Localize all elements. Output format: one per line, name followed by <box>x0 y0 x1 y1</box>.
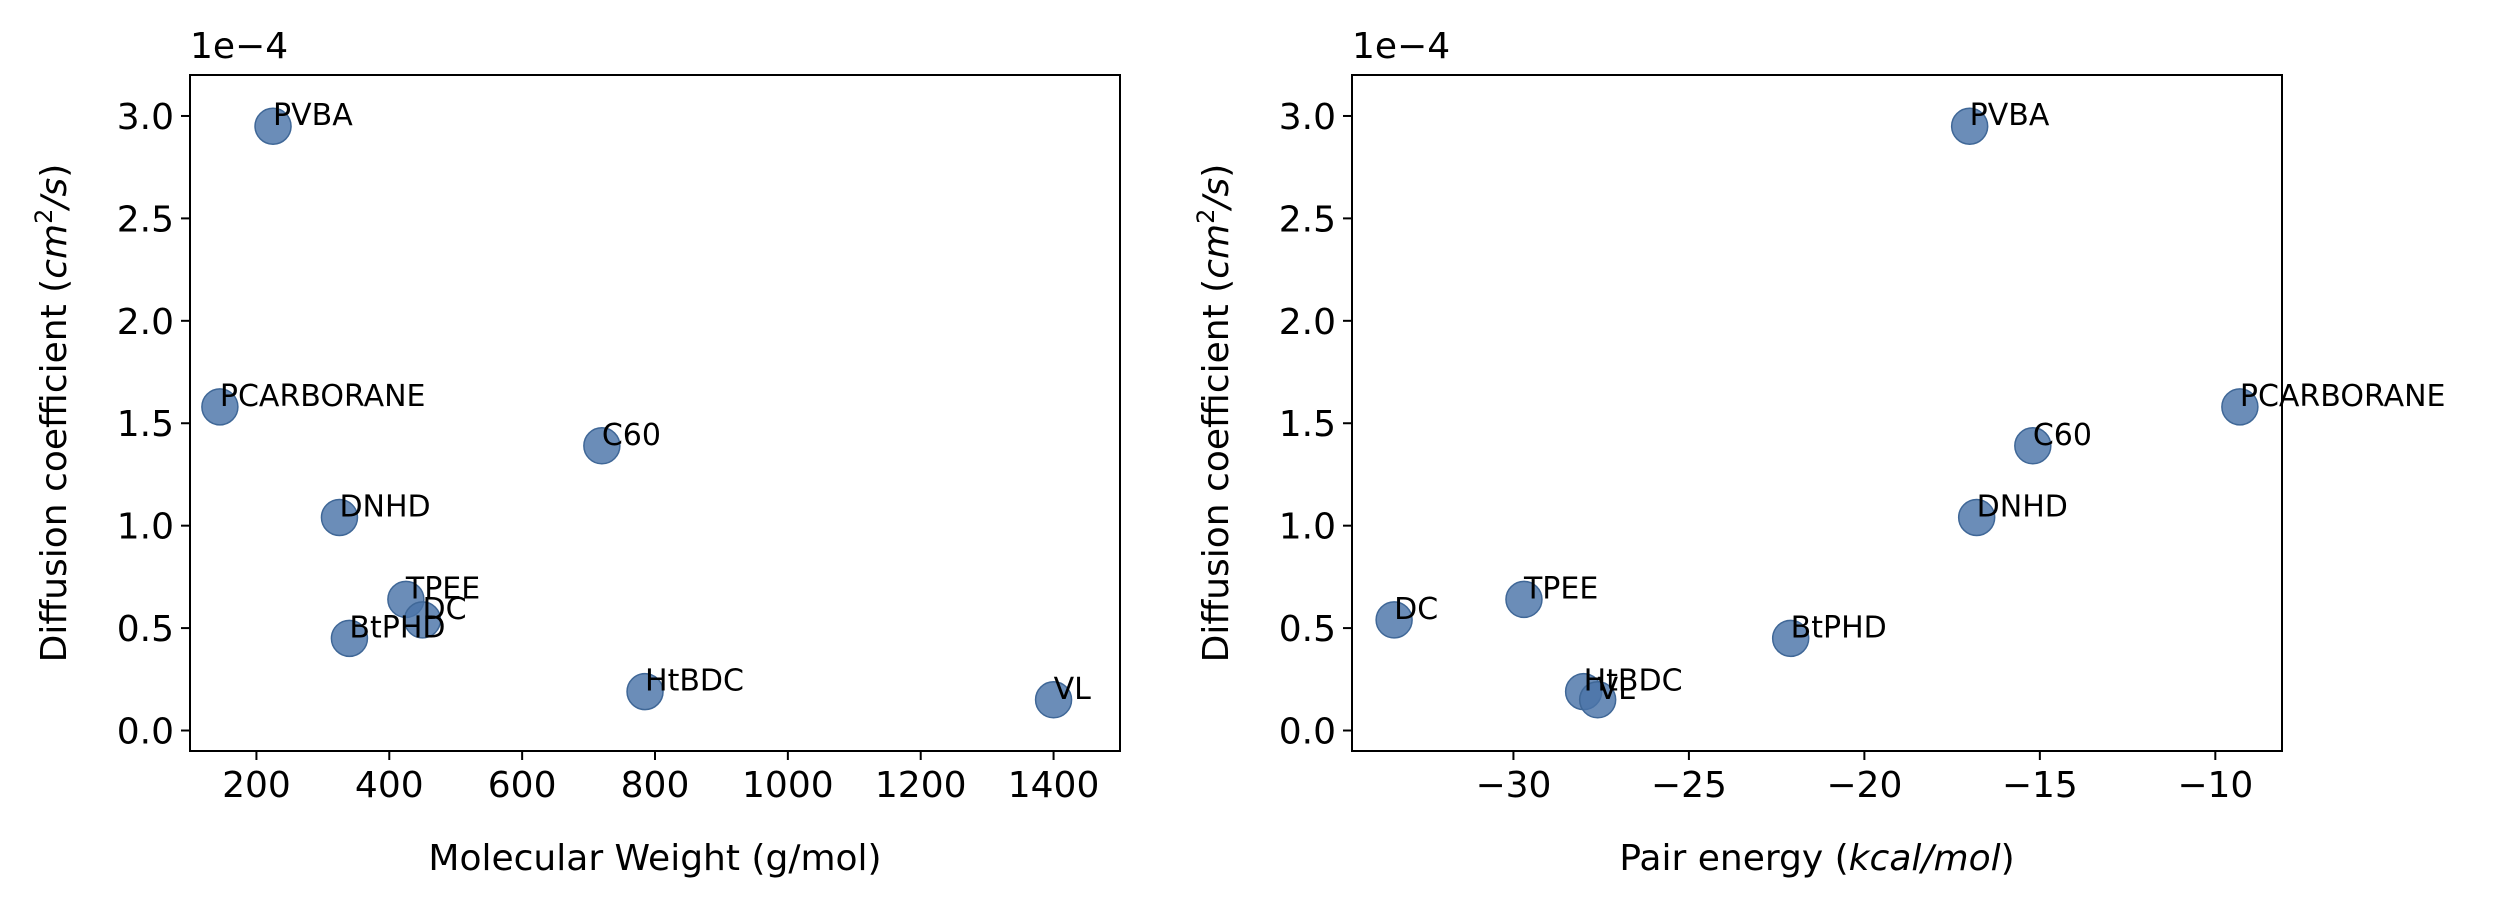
right-point-label: DNHD <box>1977 489 2068 524</box>
right-scatter-point <box>2221 388 2259 426</box>
left-point-label: BtPHD <box>349 610 445 645</box>
right-point-label: PVBA <box>1970 98 2050 133</box>
left-y-tick-label: 0.0 <box>117 712 174 753</box>
left-scatter-point <box>320 498 359 537</box>
left-point-label: PVBA <box>273 98 353 133</box>
left-point-label: TPEE <box>405 571 480 606</box>
right-x-label-post: ) <box>2001 838 2015 879</box>
left-y-tick-label: 2.5 <box>117 199 174 240</box>
right-offset-label: 1e−4 <box>1352 26 1450 67</box>
left-y-tick-label: 1.5 <box>117 404 174 445</box>
right-x-tick-label: −25 <box>1651 765 1727 806</box>
right-scatter-point <box>1578 681 1617 719</box>
left-x-tick-label: 800 <box>621 765 690 806</box>
left-scatter-point <box>583 427 621 465</box>
left-point-label: DNHD <box>339 489 430 524</box>
right-y-axis-label: Diffusion coefficient (cm2/s) <box>1192 164 1237 663</box>
left-scatter-point <box>626 672 664 711</box>
left-y-label-post: ) <box>34 164 75 178</box>
right-y-tick-label: 2.5 <box>1279 199 1336 240</box>
left-y-label-sup: 2 <box>30 209 58 224</box>
right-x-tick-label: −10 <box>2177 765 2253 806</box>
right-x-axis-label: Pair energy (kcal/mol) <box>1619 838 2014 879</box>
right-y-tick-label: 0.5 <box>1279 609 1336 650</box>
left-x-tick-label: 400 <box>355 765 424 806</box>
left-point-label: C60 <box>602 418 661 453</box>
right-y-tick-label: 2.0 <box>1279 302 1336 343</box>
right-plot-frame <box>1351 74 2283 752</box>
right-y-label-post: ) <box>1196 164 1237 178</box>
right-point-label: HtBDC <box>1584 664 1683 699</box>
left-x-tick-label: 1000 <box>742 765 834 806</box>
left-x-axis-label: Molecular Weight (g/mol) <box>428 838 881 879</box>
left-point-label: VL <box>1054 672 1092 707</box>
left-y-label-pre: Diffusion coefficient ( <box>34 279 75 663</box>
right-point-label: PCARBORANE <box>2240 379 2446 414</box>
right-y-label-sup: 2 <box>1192 209 1220 224</box>
left-scatter-point <box>1034 681 1073 719</box>
left-y-tick-label: 2.0 <box>117 302 174 343</box>
left-scatter-point <box>403 601 442 639</box>
left-x-tick-label: 600 <box>488 765 557 806</box>
right-point-label: BtPHD <box>1791 610 1887 645</box>
right-scatter-point <box>1771 619 1810 658</box>
right-y-ticks: 0.0 0.5 1.0 1.5 2.0 2.5 3.0 <box>1279 97 1352 753</box>
left-x-tick-label: 1400 <box>1008 765 1100 806</box>
right-panel: PVBAPCARBORANEC60DNHDDCTPEEBtPHDHtBDCVL … <box>1192 26 2446 879</box>
left-offset-label: 1e−4 <box>190 26 288 67</box>
right-point-label: TPEE <box>1523 571 1598 606</box>
left-y-tick-label: 1.0 <box>117 507 174 548</box>
left-y-ticks: 0.0 0.5 1.0 1.5 2.0 2.5 3.0 <box>117 97 190 753</box>
left-y-label-italic2: /s <box>34 178 75 212</box>
left-x-ticks: 200 400 600 800 1000 1200 1400 <box>222 751 1099 806</box>
right-y-label-italic: cm <box>1196 224 1237 279</box>
right-x-ticks: −30 −25 −20 −15 −10 <box>1475 751 2253 806</box>
left-y-axis-label: Diffusion coefficient (cm2/s) <box>30 164 75 663</box>
right-x-tick-label: −15 <box>2002 765 2078 806</box>
right-point-label: VL <box>1598 672 1636 707</box>
right-point-label: DC <box>1394 592 1438 627</box>
left-y-label-italic: cm <box>34 224 75 279</box>
right-y-label-italic2: /s <box>1196 178 1237 212</box>
right-y-tick-label: 3.0 <box>1279 97 1336 138</box>
left-y-tick-label: 0.5 <box>117 609 174 650</box>
left-point-label: HtBDC <box>645 664 744 699</box>
left-scatter-point <box>201 388 239 426</box>
right-scatter-point <box>2014 427 2052 465</box>
right-y-label-pre: Diffusion coefficient ( <box>1196 279 1237 663</box>
left-scatter-point <box>330 619 369 658</box>
right-x-label-italic: kcal/mol <box>1849 838 2001 879</box>
right-y-tick-label: 0.0 <box>1279 712 1336 753</box>
left-x-tick-label: 1200 <box>875 765 967 806</box>
right-scatter-point <box>1505 580 1543 619</box>
right-x-label-pre: Pair energy ( <box>1619 838 1848 879</box>
right-point-label: C60 <box>2033 418 2092 453</box>
right-x-tick-label: −20 <box>1826 765 1902 806</box>
left-x-tick-label: 200 <box>222 765 291 806</box>
right-scatter-point <box>1375 601 1413 639</box>
left-scatter-point <box>254 107 292 145</box>
right-scatter-point <box>1957 498 1996 537</box>
right-y-tick-label: 1.0 <box>1279 507 1336 548</box>
left-point-label: PCARBORANE <box>220 379 426 414</box>
right-x-tick-label: −30 <box>1475 765 1551 806</box>
right-y-tick-label: 1.5 <box>1279 404 1336 445</box>
left-y-tick-label: 3.0 <box>117 97 174 138</box>
right-scatter-point <box>1950 107 1989 145</box>
left-point-label: DC <box>423 592 467 627</box>
